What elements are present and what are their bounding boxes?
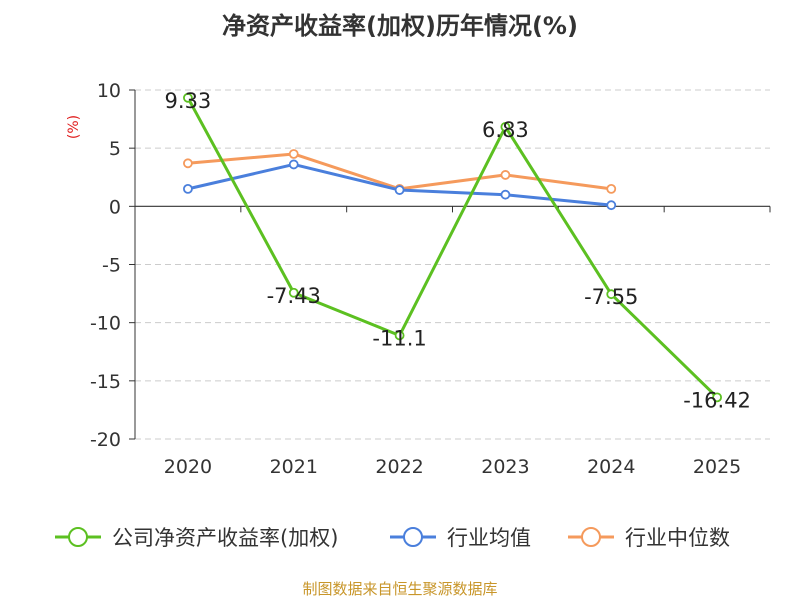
legend-marker [403,527,423,547]
series-line [186,97,719,399]
data-point [606,289,617,300]
series-lines [183,92,722,403]
legend-label: 行业中位数 [625,526,730,550]
data-label: -7.55 [584,285,638,309]
x-tick-label: 2021 [270,456,318,478]
data-point [394,330,405,341]
data-point [500,121,511,132]
y-tick-label: -5 [102,255,121,277]
data-point [394,185,405,195]
data-point [183,92,193,103]
chart-title: 净资产收益率(加权)历年情况(%) [222,12,578,40]
data-point [288,287,299,298]
data-point [288,159,299,170]
data-label: -11.1 [372,326,426,350]
data-label: 9.33 [165,89,212,113]
y-tick-label: 5 [109,138,121,160]
legend-label: 公司净资产收益率(加权) [112,526,338,550]
data-point [500,189,511,200]
data-label: -16.42 [683,388,751,412]
data-point [500,170,511,180]
y-tick-label: -15 [90,371,121,393]
data-point [183,183,193,194]
data-point [606,200,617,211]
grid-lines [135,89,770,440]
x-tick-label: 2023 [481,456,529,478]
x-tick-label: 2024 [587,456,635,478]
data-point [288,149,299,159]
data-point [183,158,193,169]
x-tick-label: 2022 [375,456,423,478]
y-tick-label: -10 [90,313,121,335]
legend-marker [581,527,601,547]
series-line [187,152,612,191]
data-labels: 9.33 -7.43 -11.1 6.83 -7.55 -16.42 [165,89,751,413]
x-axis-ticks: 2020 2021 2022 2023 2024 2025 [134,206,771,478]
y-axis-ticks: 10 5 0 -5 -10 -15 -20 [90,80,135,451]
data-point [606,183,617,194]
legend-marker [68,527,88,547]
legend-label: 行业均值 [447,526,531,550]
y-tick-label: 10 [97,80,121,102]
x-tick-label: 2020 [164,456,212,478]
data-label: 6.83 [482,118,529,142]
legend: 公司净资产收益率(加权) 行业均值 行业中位数 [55,526,730,550]
source-note: 制图数据来自恒生聚源数据库 [302,580,498,598]
y-tick-label: -20 [90,429,121,451]
y-axis-label: (%) [66,115,82,139]
data-point [712,392,722,403]
data-label: -7.43 [267,284,321,308]
y-tick-label: 0 [109,196,121,218]
x-tick-label: 2025 [693,456,741,478]
